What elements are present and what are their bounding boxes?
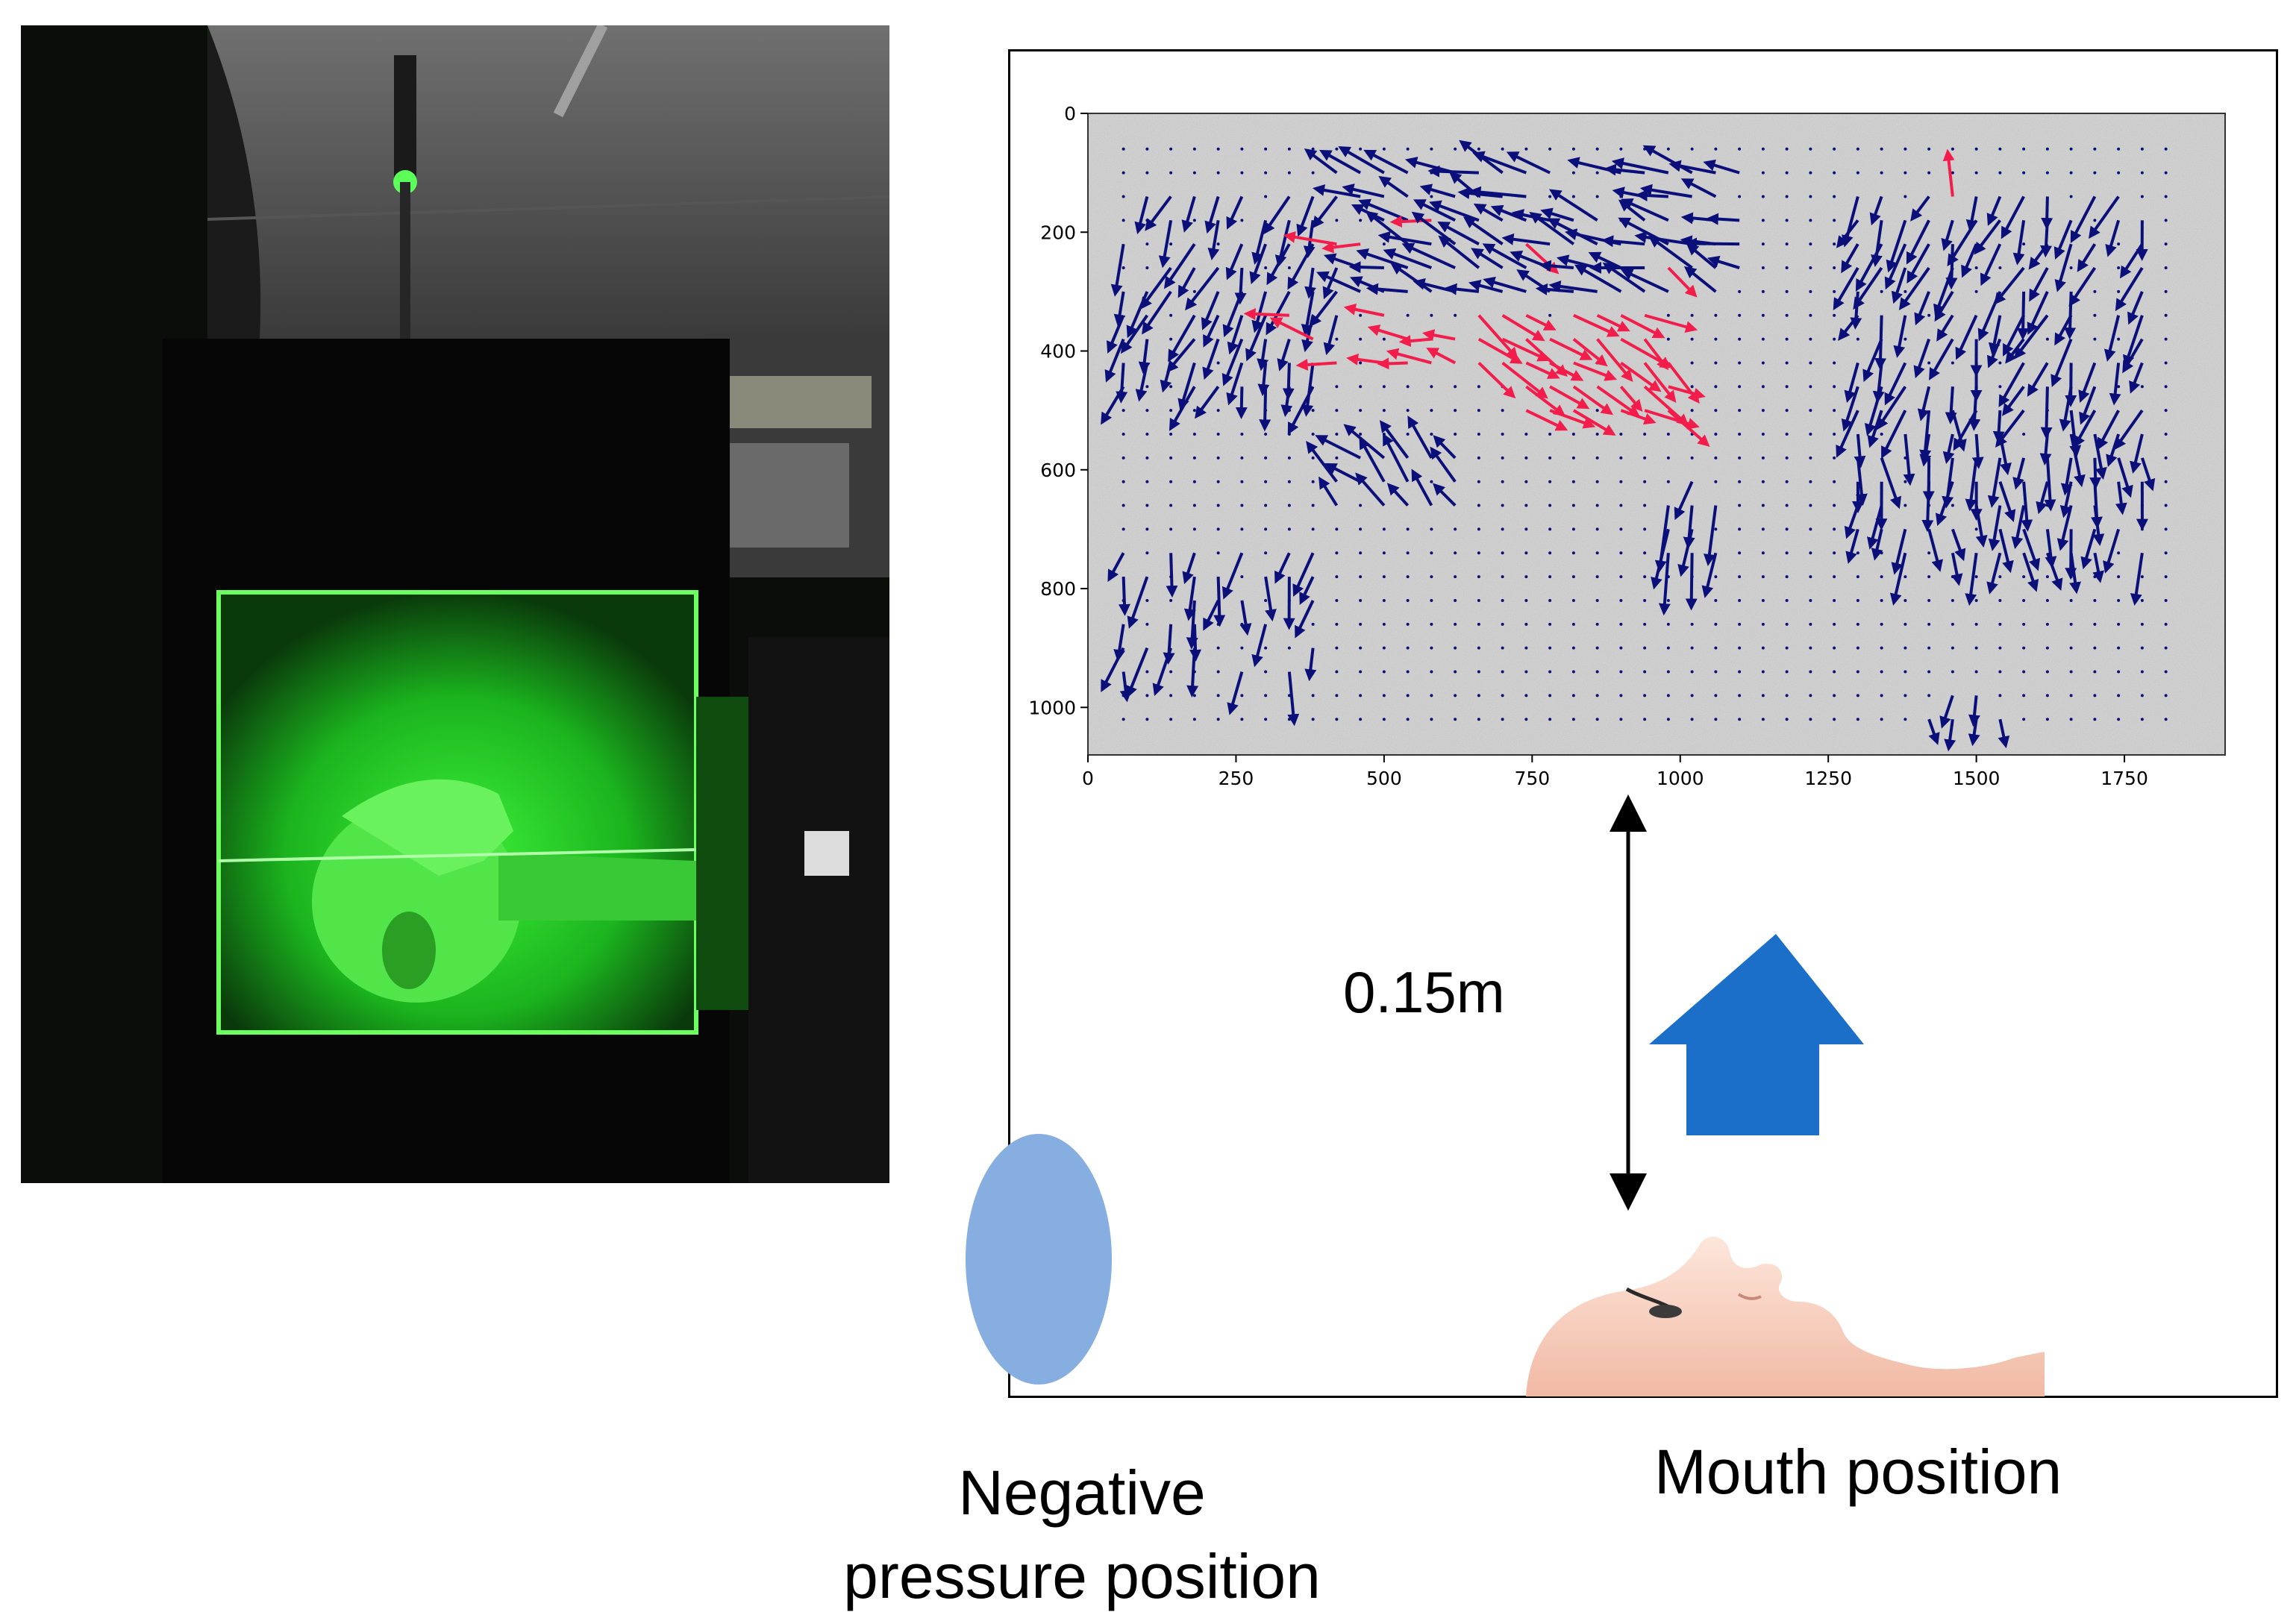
negative-pressure-label: Negative pressure position <box>746 1451 1418 1618</box>
distance-label: 0.15m <box>1343 959 1505 1026</box>
negative-pressure-region <box>966 1134 1112 1385</box>
mannequin-head-icon <box>1526 1237 2045 1396</box>
up-arrow-icon <box>1649 934 1864 1135</box>
mouth-position-label: Mouth position <box>1567 1436 2149 1508</box>
